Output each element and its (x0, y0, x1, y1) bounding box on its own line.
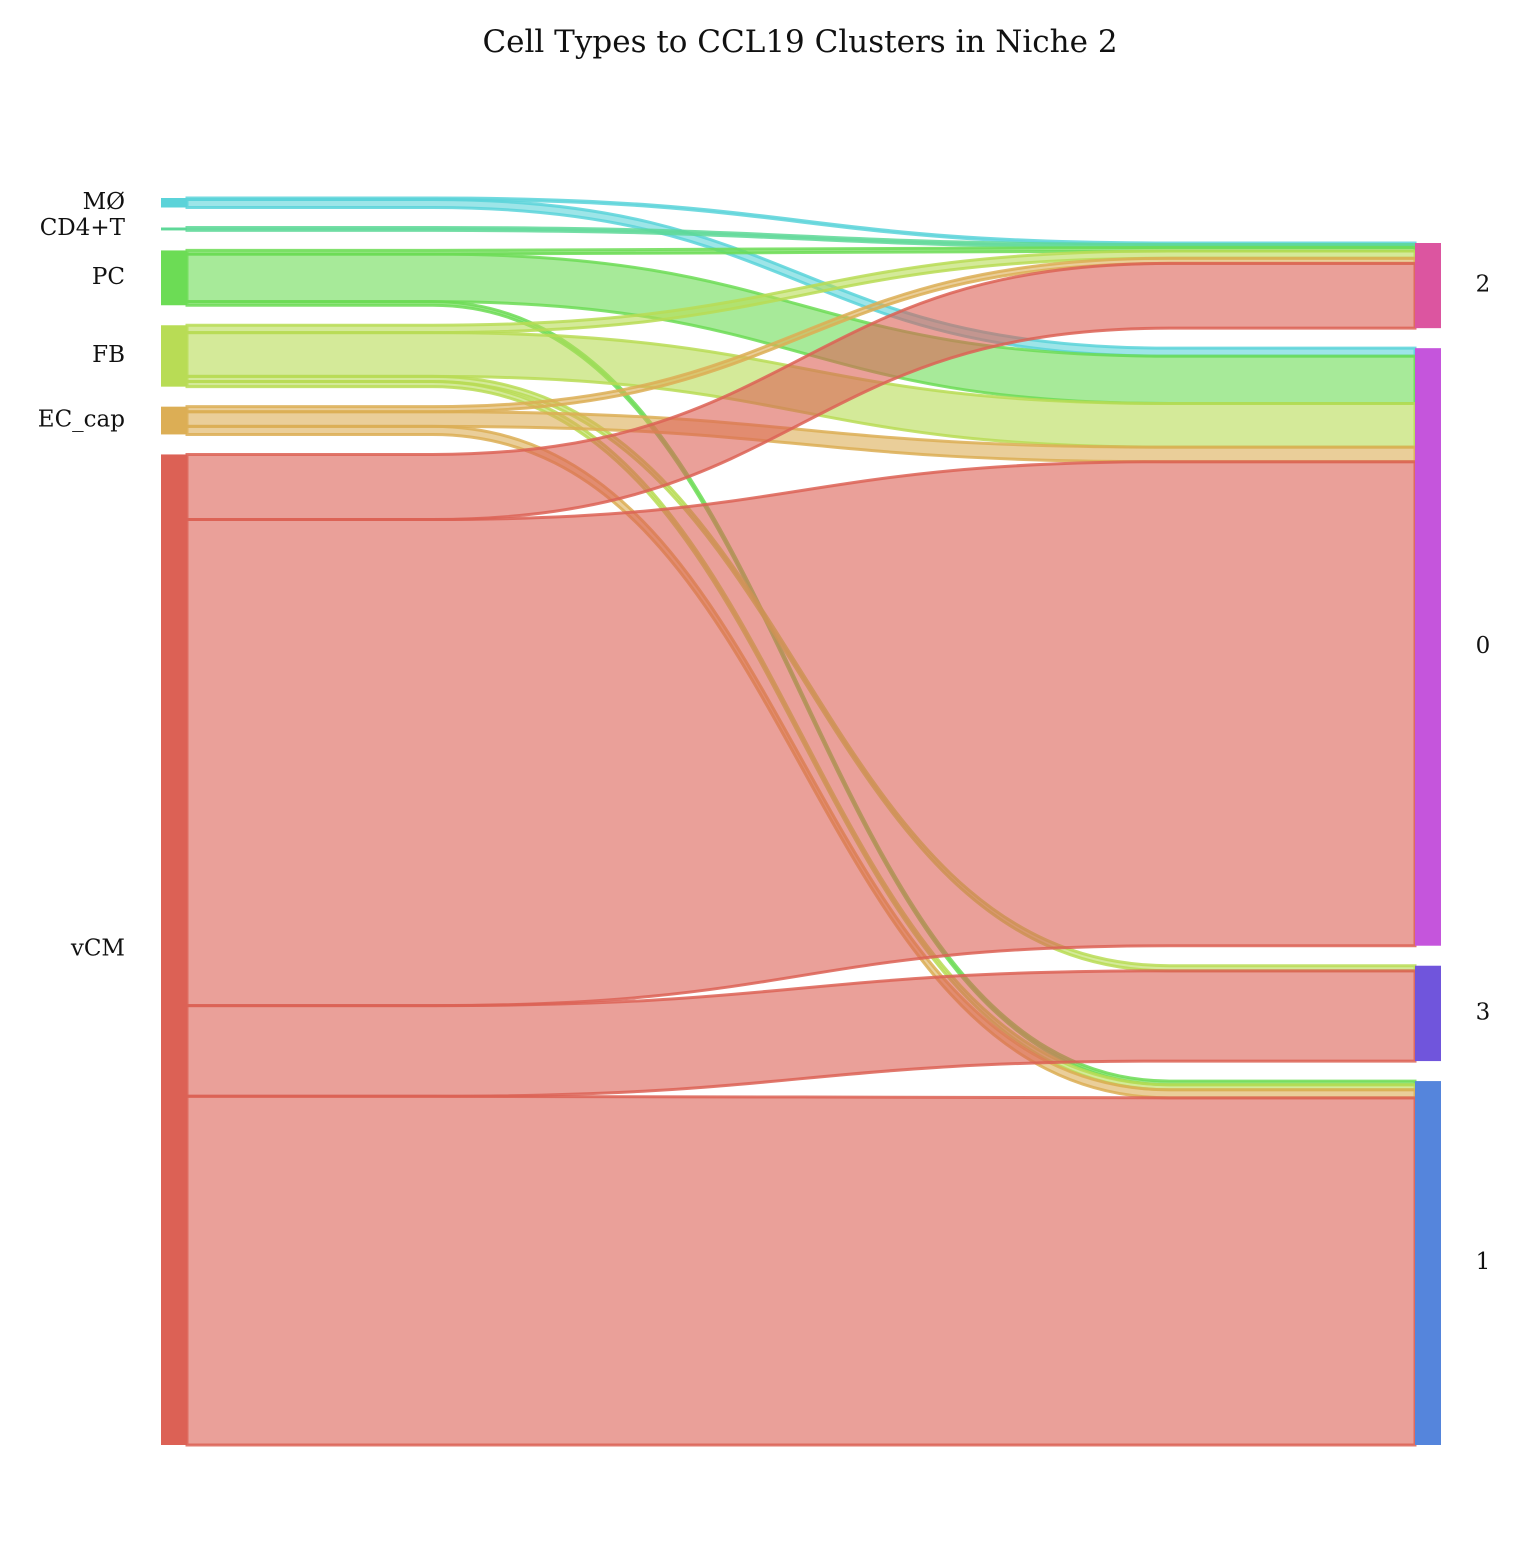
target-label-0: 0 (1476, 633, 1491, 659)
source-node-CD4T (161, 227, 187, 231)
flow-vCM-to-0 (185, 460, 1417, 1008)
nodes-layer (161, 198, 1441, 1445)
source-label-vCM: vCM (70, 936, 125, 962)
flow-vCM-to-2 (185, 261, 1417, 522)
flow-CD4T-to-2 (185, 226, 1417, 249)
source-node-ECcap (161, 406, 187, 435)
target-label-3: 3 (1476, 999, 1491, 1025)
target-label-2: 2 (1476, 272, 1491, 298)
links-layer (185, 196, 1417, 1447)
source-node-FB (161, 325, 187, 387)
source-label-CD4T: CD4+T (40, 215, 126, 241)
target-node-0 (1415, 348, 1441, 946)
source-label-ECcap: EC_cap (38, 407, 125, 433)
target-node-2 (1415, 243, 1441, 329)
source-node-vCM (161, 454, 187, 1445)
source-label-PC: PC (92, 264, 125, 290)
source-node-PC (161, 250, 187, 306)
source-node-MO (161, 198, 187, 208)
target-node-3 (1415, 965, 1441, 1062)
flow-vCM-to-1 (185, 1094, 1417, 1447)
chart-title: Cell Types to CCL19 Clusters in Niche 2 (482, 24, 1118, 60)
source-label-FB: FB (92, 342, 125, 368)
source-label-MO: MØ (83, 189, 125, 215)
target-node-1 (1415, 1081, 1441, 1445)
target-label-1: 1 (1476, 1249, 1491, 1275)
